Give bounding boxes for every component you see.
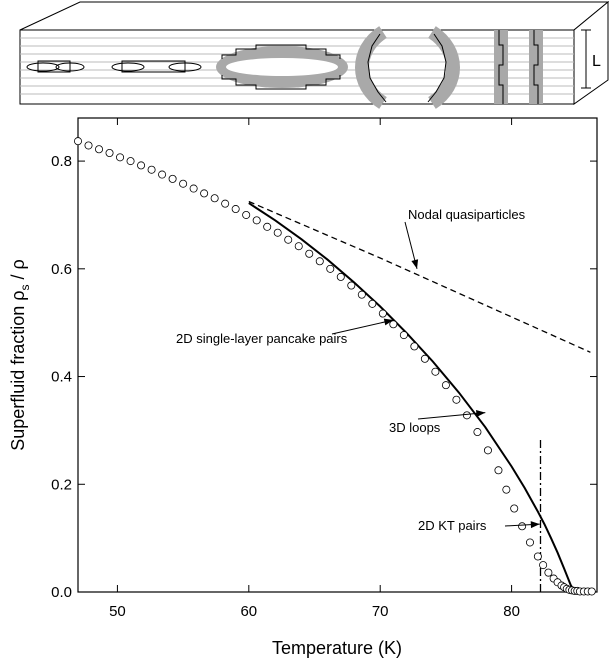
data-point xyxy=(431,367,440,376)
data-point xyxy=(420,354,429,363)
data-point xyxy=(347,281,356,290)
data-point xyxy=(510,504,519,513)
y-tick-label: 0.4 xyxy=(51,369,72,386)
data-point xyxy=(410,342,419,351)
data-point xyxy=(326,264,335,273)
data-point xyxy=(533,552,542,561)
thickness-marker xyxy=(581,29,591,89)
data-point xyxy=(315,257,324,266)
data-point xyxy=(483,446,492,455)
series-lines xyxy=(248,200,591,593)
annotations: Nodal quasiparticles 2D single-layer panc… xyxy=(176,207,540,533)
y-tick-label: 0.2 xyxy=(51,476,72,493)
thickness-label: L xyxy=(592,53,601,70)
data-point xyxy=(305,249,314,258)
data-point xyxy=(221,199,230,208)
data-point xyxy=(336,272,345,281)
x-tick-label: 70 xyxy=(372,603,389,620)
plot-frame xyxy=(77,117,598,593)
annotation-label: 3D loops xyxy=(389,420,441,435)
data-point xyxy=(210,194,219,203)
annotation-arrow xyxy=(331,319,394,335)
data-point xyxy=(525,538,534,547)
data-point xyxy=(452,395,461,404)
data-points xyxy=(74,137,596,596)
data-point xyxy=(126,157,135,166)
data-point xyxy=(518,522,527,531)
data-point xyxy=(105,149,114,158)
data-point xyxy=(242,210,251,219)
data-point xyxy=(462,411,471,420)
data-point xyxy=(116,153,125,162)
data-point xyxy=(378,309,387,318)
y-tick-label: 0.8 xyxy=(51,153,72,170)
data-point xyxy=(502,485,511,494)
data-point xyxy=(399,331,408,340)
vortex-loop-flat xyxy=(216,44,348,90)
data-point xyxy=(95,145,104,154)
data-point xyxy=(252,216,261,225)
data-point xyxy=(441,381,450,390)
data-point xyxy=(168,174,177,183)
data-point xyxy=(473,428,482,437)
data-point xyxy=(273,228,282,237)
x-tick-label: 80 xyxy=(503,603,520,620)
data-point xyxy=(284,235,293,244)
data-point xyxy=(137,161,146,170)
data-point xyxy=(357,290,366,299)
y-tick-label: 0.6 xyxy=(51,261,72,278)
data-point xyxy=(189,184,198,193)
y-axis-title: Superfluid fraction ρs / ρ xyxy=(8,259,32,451)
vortex-loop-3d xyxy=(355,26,460,109)
data-point xyxy=(368,299,377,308)
data-point xyxy=(200,189,209,198)
x-tick-label: 60 xyxy=(240,603,257,620)
data-point xyxy=(587,587,596,596)
data-point xyxy=(158,170,167,179)
x-tick-label: 50 xyxy=(109,603,126,620)
data-point xyxy=(389,320,398,329)
annotation-arrowhead xyxy=(476,410,486,417)
data-point xyxy=(294,242,303,251)
data-point xyxy=(147,165,156,174)
annotation-label: 2D single-layer pancake pairs xyxy=(176,331,348,346)
vortex-schematic: L xyxy=(19,0,609,109)
data-point xyxy=(74,137,83,146)
plot-area: 50 60 70 80 0.0 0.2 0.4 0.6 0.8 Nodal quasipart… xyxy=(51,117,598,620)
annotation-arrowhead xyxy=(383,318,394,326)
annotation-arrowhead xyxy=(411,259,419,269)
kt-pair-lines xyxy=(494,30,543,104)
data-point xyxy=(231,205,240,214)
axis-ticks xyxy=(78,118,597,593)
series-line-solid xyxy=(248,202,578,593)
y-tick-labels: 0.0 0.2 0.4 0.6 0.8 xyxy=(51,153,72,601)
data-point xyxy=(539,561,548,570)
series-line-dashed xyxy=(248,200,591,353)
data-point xyxy=(494,466,503,475)
annotation-arrowhead xyxy=(530,521,540,529)
pancake-pair-right xyxy=(111,60,202,73)
data-point xyxy=(84,141,93,150)
pancake-pair-left xyxy=(26,60,85,73)
data-point xyxy=(179,179,188,188)
x-tick-labels: 50 60 70 80 xyxy=(109,603,520,620)
data-point xyxy=(544,568,553,577)
x-axis-title: Temperature (K) xyxy=(272,638,402,658)
y-tick-label: 0.0 xyxy=(51,584,72,601)
annotation-label: Nodal quasiparticles xyxy=(408,207,526,222)
data-point xyxy=(263,222,272,231)
annotation-arrow xyxy=(417,412,486,420)
annotation-label: 2D KT pairs xyxy=(418,518,487,533)
